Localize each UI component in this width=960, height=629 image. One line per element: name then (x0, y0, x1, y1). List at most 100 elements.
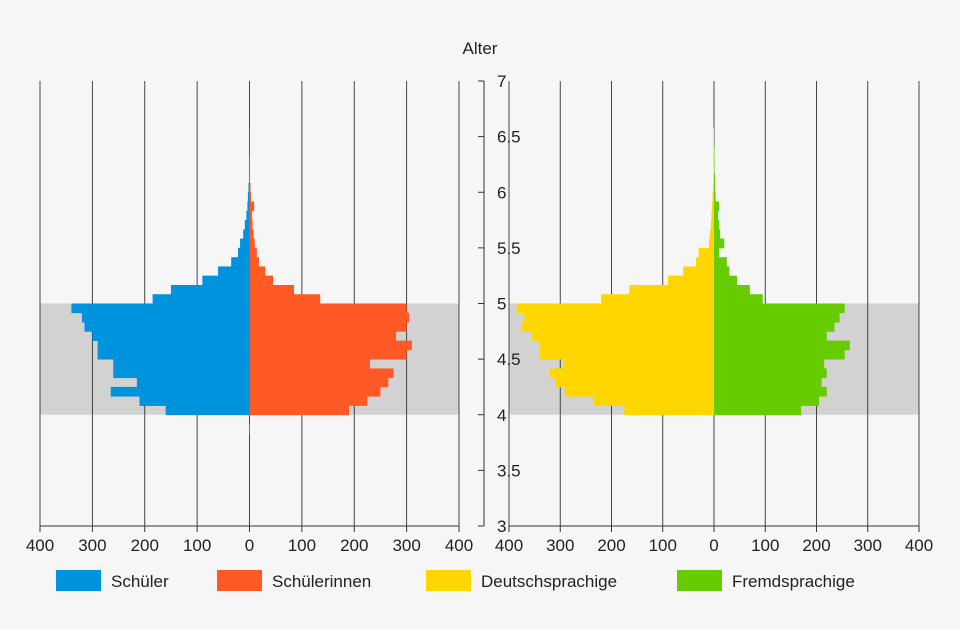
bar (113, 368, 250, 379)
bar (97, 349, 250, 360)
bar (218, 266, 250, 277)
bar (249, 386, 381, 397)
bar (714, 303, 845, 314)
bar (249, 284, 295, 295)
bar (714, 340, 850, 351)
bar (562, 359, 714, 369)
bar (248, 136, 250, 147)
y-tick-label: 6 (497, 183, 506, 202)
bar (249, 349, 407, 360)
bar (714, 182, 716, 193)
legend-swatch (426, 570, 471, 591)
bar (249, 266, 266, 277)
x-tick-label: 400 (445, 536, 473, 555)
bar (713, 164, 714, 175)
y-tick-label: 5.5 (497, 239, 521, 258)
bar (152, 294, 250, 304)
bar (714, 173, 716, 184)
bar (92, 331, 250, 341)
bar (249, 192, 252, 202)
bar (698, 247, 714, 258)
bar (714, 284, 750, 295)
legend-label: Deutschsprachige (481, 572, 617, 591)
bar (555, 377, 714, 388)
bar (714, 405, 802, 416)
bar (248, 145, 250, 156)
bar (714, 331, 827, 341)
bar (714, 294, 763, 304)
bar (714, 266, 730, 277)
bar (539, 349, 714, 360)
bar (713, 145, 714, 156)
bar (249, 377, 389, 388)
bar (565, 386, 714, 397)
bar (713, 136, 714, 147)
bar (550, 368, 714, 379)
bar (711, 201, 714, 212)
y-tick-label: 7 (497, 72, 506, 91)
bar (714, 312, 840, 323)
bar (524, 312, 714, 323)
legend-swatch (217, 570, 262, 591)
x-tick-label: 200 (597, 536, 625, 555)
legend-label: Schüler (111, 572, 169, 591)
x-tick-label: 300 (854, 536, 882, 555)
bar (136, 377, 250, 388)
bar (249, 238, 255, 249)
bar (713, 127, 714, 138)
y-tick-label: 5 (497, 295, 506, 314)
bar (249, 201, 255, 212)
x-tick-label: 100 (183, 536, 211, 555)
y-tick-label: 3 (497, 517, 506, 536)
bar (249, 220, 253, 230)
bar (714, 201, 720, 212)
bar (249, 331, 397, 341)
y-axis-label: Alter (463, 39, 498, 58)
y-tick-label: 4 (497, 406, 506, 425)
bar (713, 155, 714, 165)
bar (84, 322, 250, 332)
y-tick-label: 3.5 (497, 461, 521, 480)
bar (712, 192, 714, 202)
bar (247, 201, 250, 212)
y-tick-label: 6.5 (497, 128, 521, 147)
bar (521, 322, 714, 332)
bar (714, 220, 720, 230)
bar (683, 266, 714, 277)
bar (244, 220, 250, 230)
bar (248, 127, 250, 138)
bar (113, 359, 250, 369)
bar (601, 294, 714, 304)
bar (714, 145, 715, 156)
bars (71, 127, 850, 434)
bar (248, 164, 250, 175)
bar (714, 275, 738, 286)
bar (249, 368, 394, 379)
bar (249, 155, 251, 165)
bar (97, 340, 250, 351)
bar (165, 405, 250, 416)
x-tick-label: 100 (751, 536, 779, 555)
x-tick-label: 400 (26, 536, 54, 555)
bar (249, 173, 251, 184)
bar (249, 424, 251, 434)
bar (249, 275, 274, 286)
bar (714, 257, 727, 267)
bar (249, 229, 254, 240)
bar (714, 247, 720, 258)
bar (714, 192, 716, 202)
bar (249, 405, 350, 416)
x-tick-label: 400 (495, 536, 523, 555)
bar (714, 386, 827, 397)
bar (249, 359, 370, 369)
bar (248, 173, 250, 184)
bar (249, 312, 410, 323)
bar (714, 396, 820, 406)
bar (249, 182, 251, 193)
legend-label: Fremdsprachige (732, 572, 855, 591)
legend: Schüler Schülerinnen Deutschsprachige Fremd… (56, 570, 855, 591)
bar (708, 238, 714, 249)
bar (714, 359, 825, 369)
bar (247, 192, 250, 202)
bar (248, 182, 250, 193)
